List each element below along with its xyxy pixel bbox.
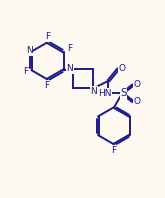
Text: F: F xyxy=(67,44,72,53)
Text: F: F xyxy=(45,32,50,41)
Text: F: F xyxy=(23,67,28,76)
Text: N: N xyxy=(66,64,73,73)
Text: O: O xyxy=(133,97,140,106)
Text: F: F xyxy=(44,81,49,90)
Text: N: N xyxy=(90,87,97,96)
Text: O: O xyxy=(133,80,140,89)
Text: N: N xyxy=(26,46,32,55)
Text: F: F xyxy=(112,146,117,155)
Text: O: O xyxy=(119,64,126,73)
Text: S: S xyxy=(120,88,127,98)
Text: HN: HN xyxy=(98,89,111,98)
